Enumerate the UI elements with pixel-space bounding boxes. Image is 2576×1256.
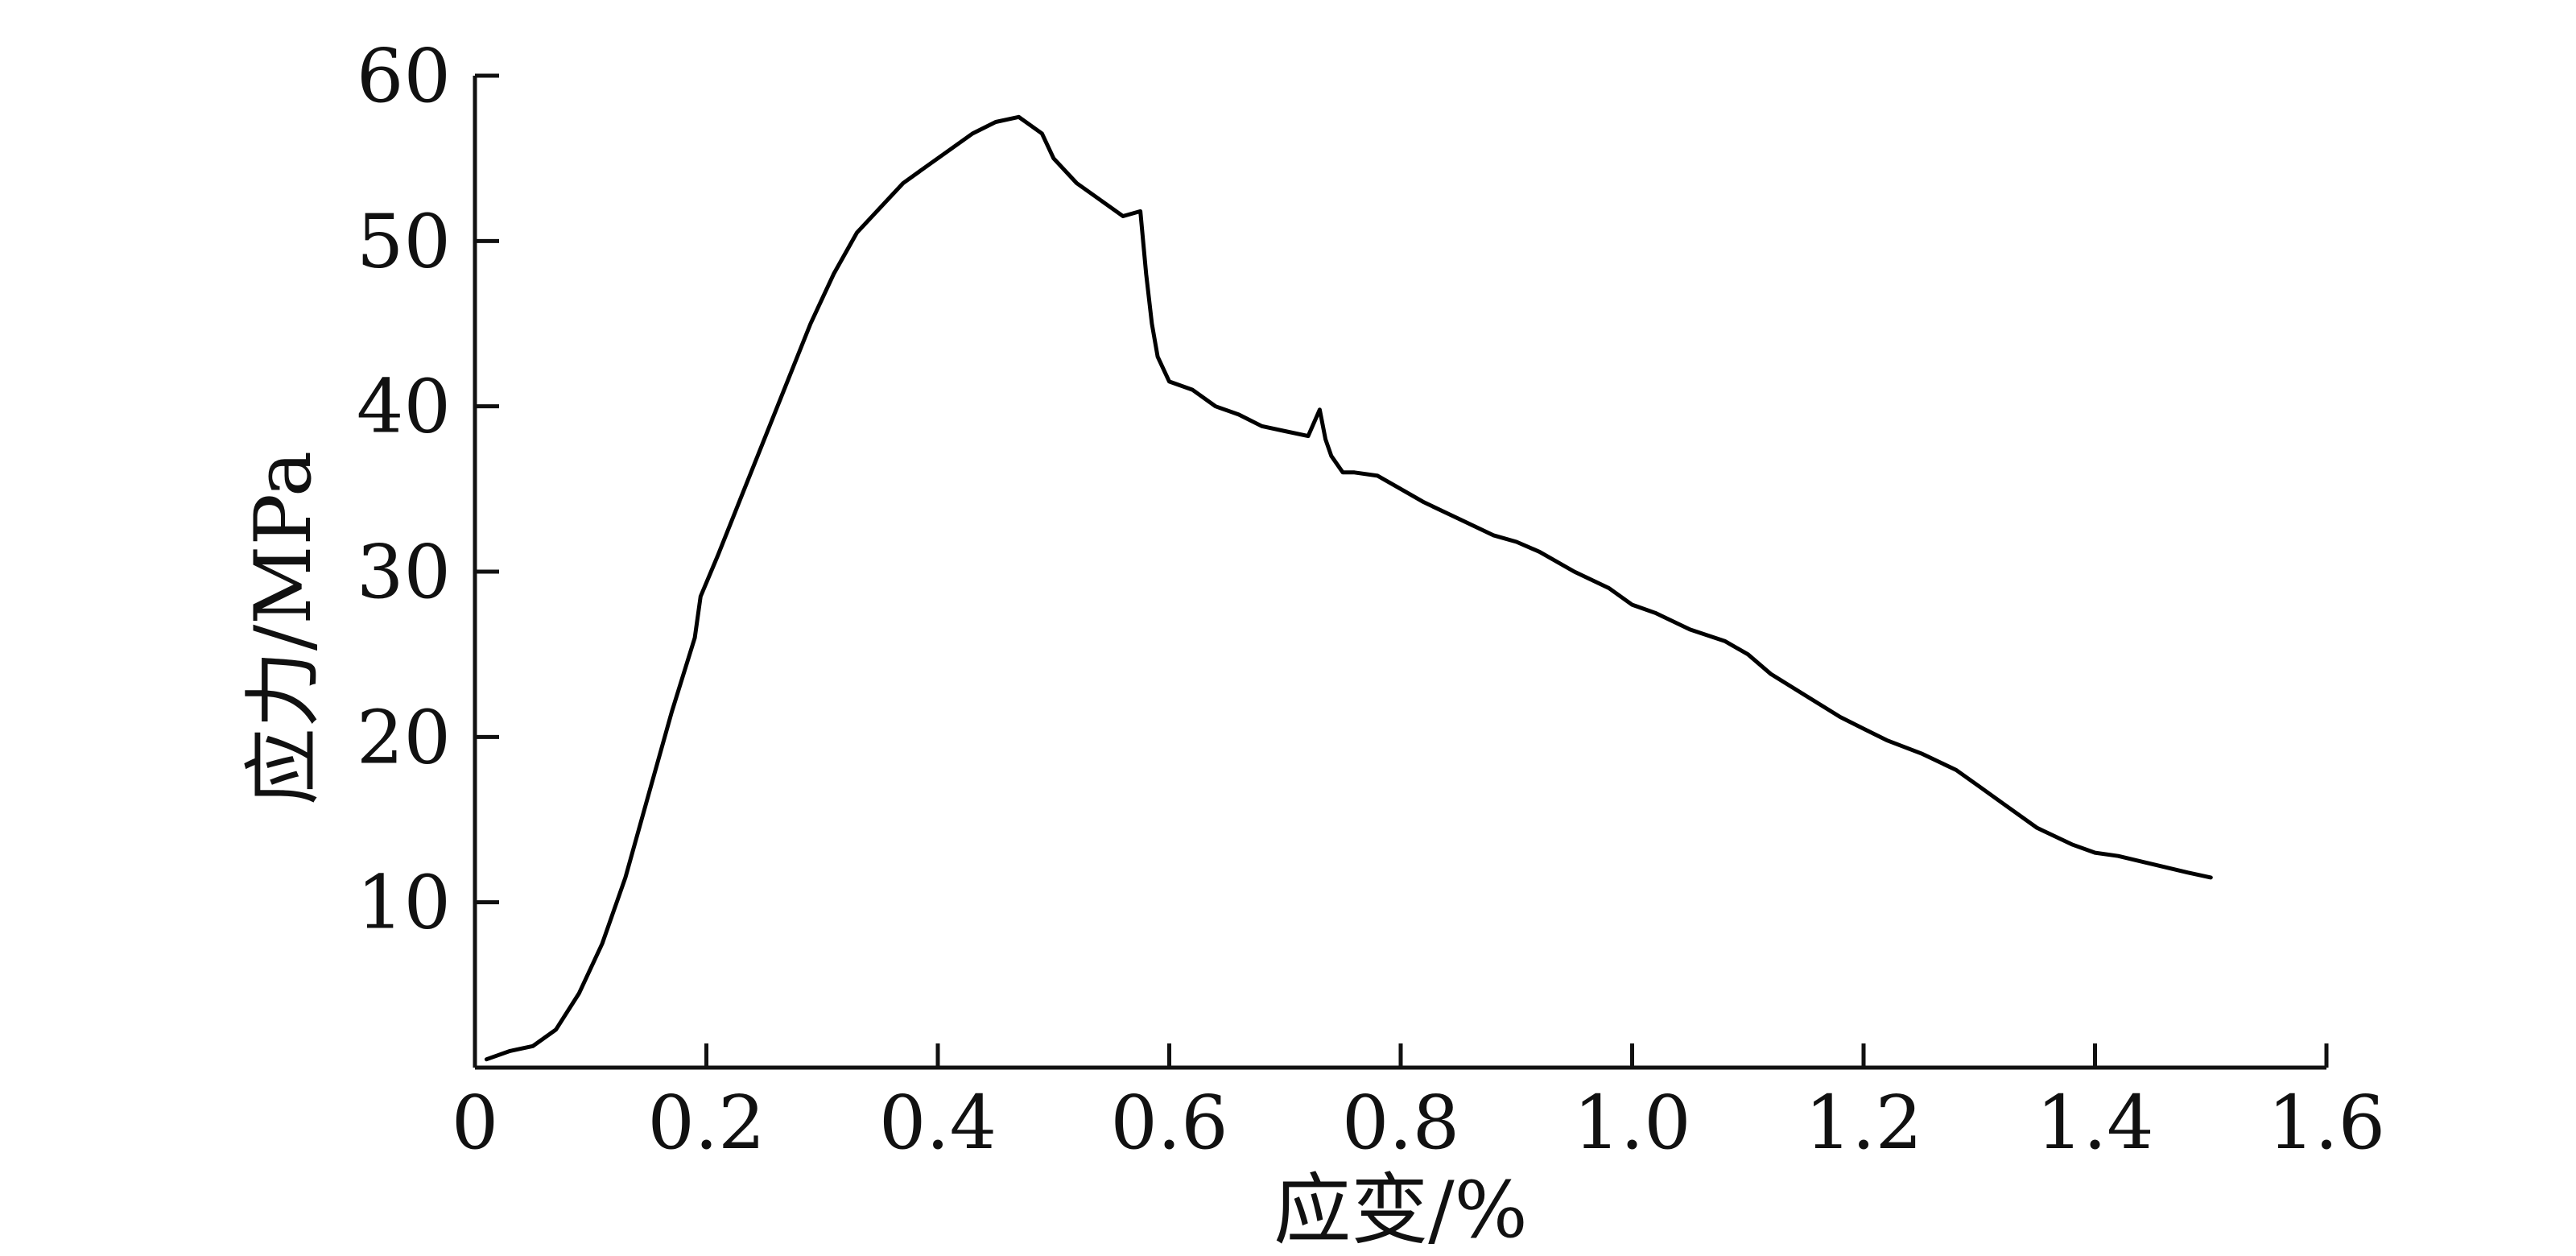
y-tick-label: 10 — [357, 860, 451, 946]
series-layer — [484, 114, 2213, 1062]
y-tick-label: 60 — [357, 33, 451, 119]
x-tick-label: 1.4 — [2036, 1080, 2153, 1166]
x-tick-label: 0.4 — [879, 1080, 997, 1166]
x-tick-label: 1.2 — [1805, 1080, 1922, 1166]
x-axis-title: 应变/% — [1274, 1165, 1528, 1255]
x-tick-label: 0.6 — [1110, 1080, 1228, 1166]
y-axis-title: 应力/MPa — [238, 451, 328, 805]
x-tick-label: 1.6 — [2268, 1080, 2385, 1166]
x-tick-label: 0.2 — [647, 1080, 765, 1166]
y-tick-label: 20 — [357, 694, 451, 780]
y-tick-label: 40 — [357, 364, 451, 450]
axes — [473, 76, 2326, 1070]
x-tick-label: 1.0 — [1573, 1080, 1690, 1166]
x-tick-label: 0.8 — [1342, 1080, 1459, 1166]
y-tick-label: 50 — [357, 198, 451, 284]
stress-strain-curve — [484, 114, 2213, 1062]
x-tick-label: 0 — [452, 1080, 499, 1166]
x-ticks: 0 0.2 0.4 0.6 0.8 1.0 1.2 1.4 1.6 — [452, 1043, 2385, 1166]
y-tick-label: 30 — [357, 529, 451, 615]
y-ticks: 10 20 30 40 50 60 — [357, 33, 499, 946]
